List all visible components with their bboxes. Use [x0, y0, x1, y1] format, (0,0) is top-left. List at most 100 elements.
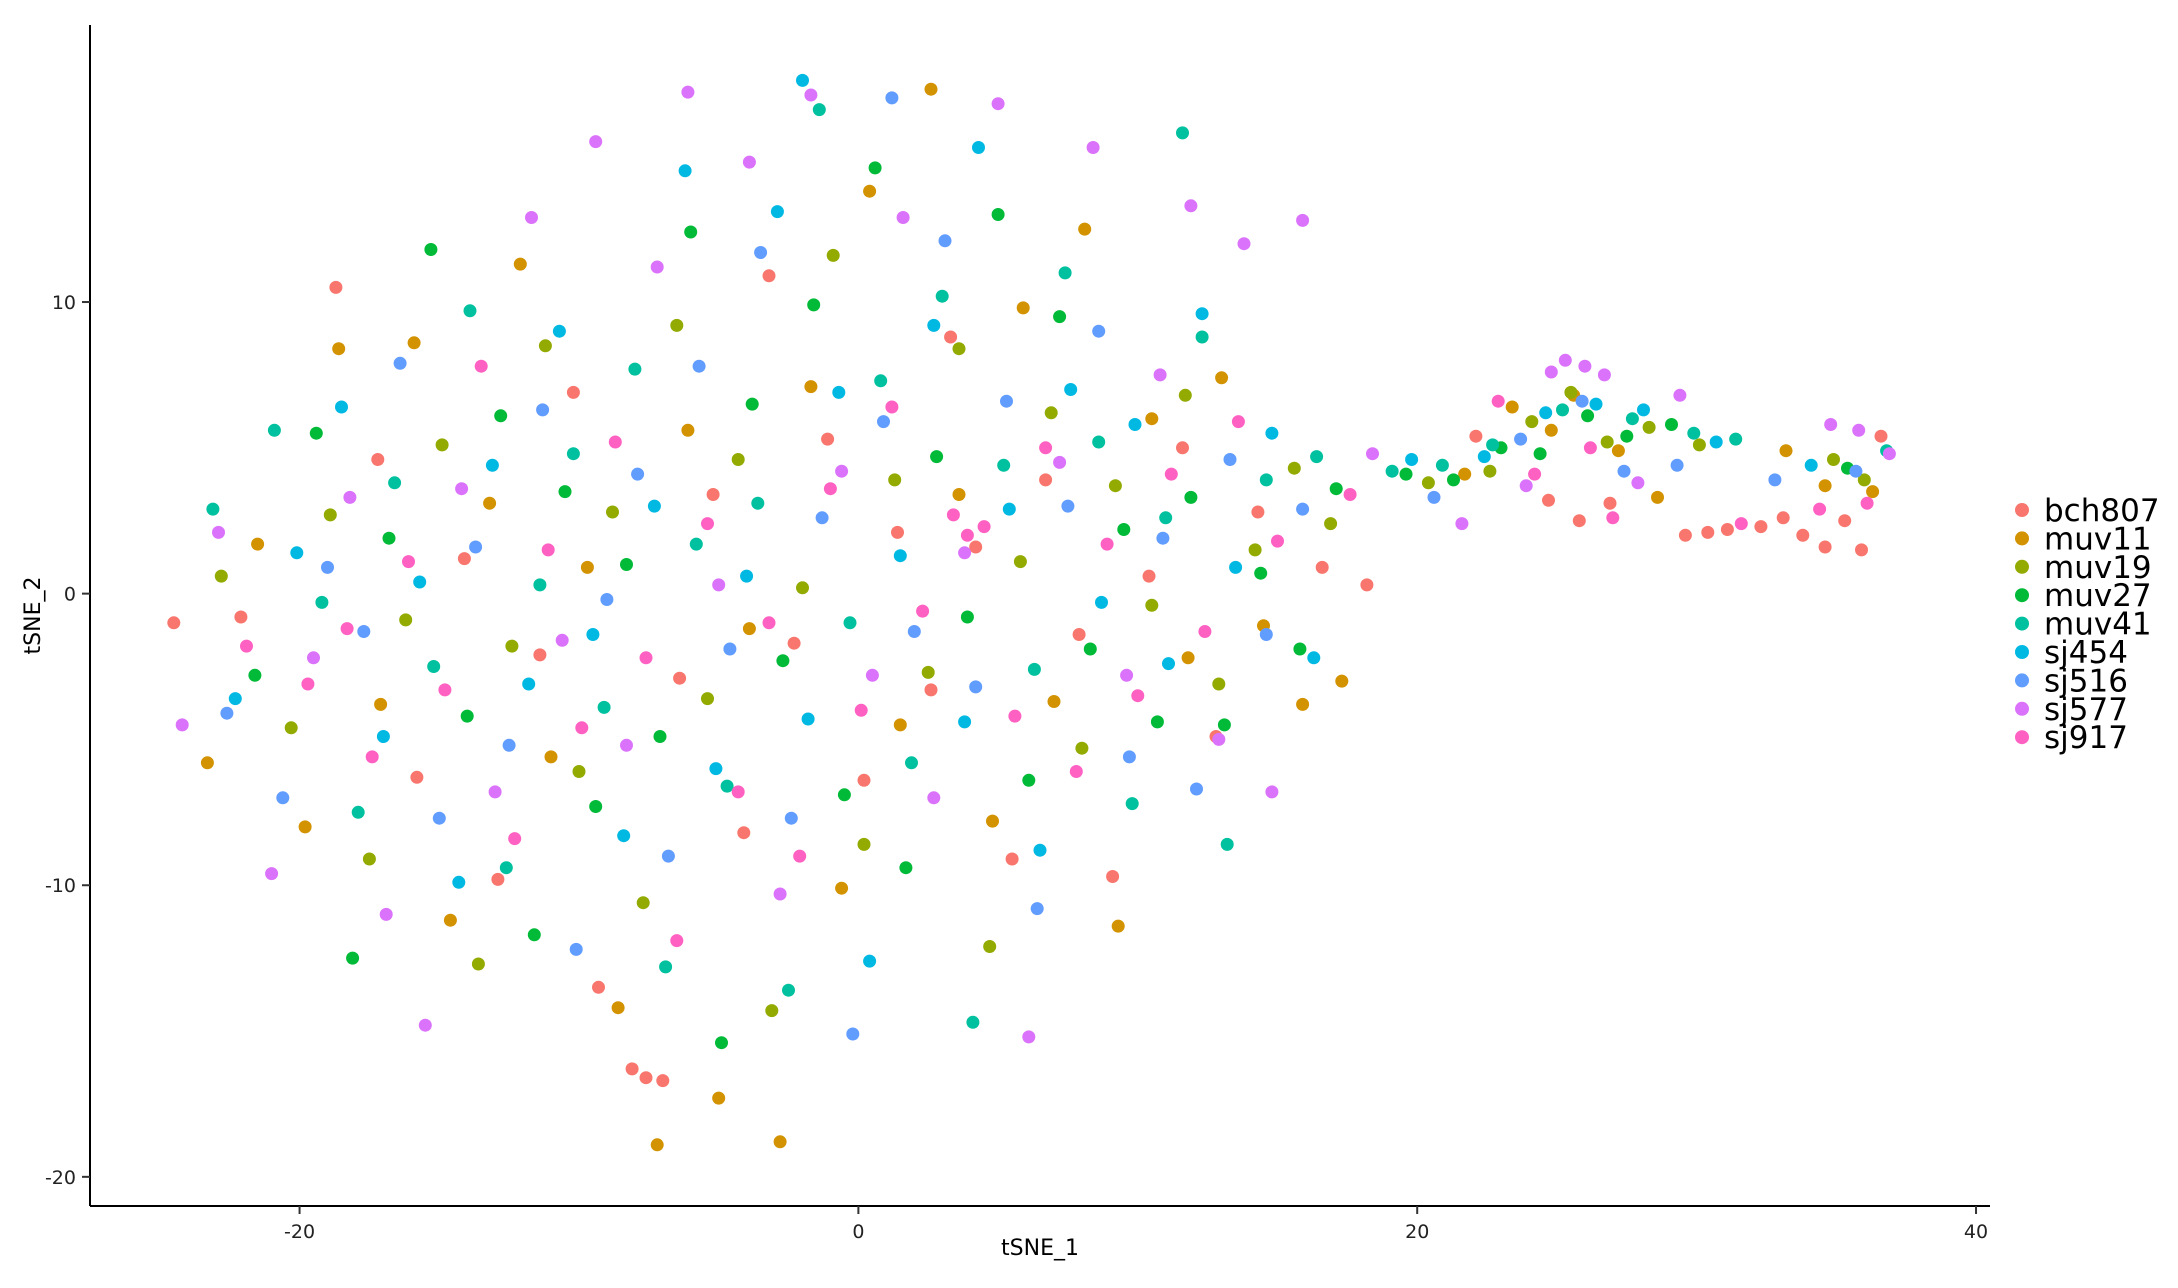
point-muv19 [888, 473, 902, 487]
point-muv27 [684, 225, 698, 239]
point-muv41 [751, 496, 765, 510]
point-muv11 [374, 697, 388, 711]
point-muv19 [572, 765, 586, 778]
point-muv27 [248, 668, 262, 682]
y-tick-label: 0 [64, 584, 76, 606]
point-sj917 [1231, 415, 1245, 429]
point-sj577 [1212, 732, 1226, 746]
point-sj454 [335, 400, 348, 414]
point-sj454 [740, 569, 754, 583]
point-sj577 [620, 738, 633, 752]
point-sj454 [586, 628, 600, 641]
point-sj516 [1575, 394, 1589, 408]
point-muv27 [309, 426, 323, 440]
point-muv19 [1212, 677, 1226, 691]
point-sj917 [301, 677, 315, 691]
point-muv11 [1866, 485, 1880, 499]
point-muv19 [765, 1004, 779, 1018]
point-bch807 [1855, 543, 1868, 557]
point-bch807 [1572, 514, 1586, 528]
point-muv27 [868, 161, 882, 175]
point-sj917 [793, 849, 807, 863]
point-muv41 [1385, 464, 1399, 478]
point-sj454 [1128, 418, 1142, 431]
point-muv41 [905, 756, 918, 770]
point-sj516 [536, 403, 550, 417]
point-muv19 [1287, 461, 1301, 475]
point-sj577 [773, 887, 787, 901]
point-muv27 [346, 951, 360, 965]
point-sj577 [589, 135, 603, 149]
point-muv27 [1117, 523, 1131, 536]
point-muv11 [1458, 467, 1472, 481]
point-bch807 [1720, 523, 1734, 536]
point-sj516 [1617, 464, 1631, 478]
point-sj516 [321, 560, 334, 574]
point-sj917 [1528, 467, 1542, 481]
point-muv41 [351, 805, 365, 819]
point-sj454 [796, 73, 809, 87]
point-sj577 [1558, 353, 1572, 367]
point-muv11 [1078, 222, 1092, 236]
point-sj516 [1427, 490, 1441, 504]
point-muv41 [659, 960, 673, 974]
point-muv19 [952, 342, 966, 356]
point-bch807 [234, 610, 248, 624]
point-bch807 [625, 1062, 639, 1076]
point-muv41 [499, 861, 513, 875]
point-muv11 [483, 496, 497, 510]
point-sj917 [541, 543, 555, 557]
point-muv41 [1310, 450, 1324, 464]
point-muv19 [921, 665, 935, 679]
point-muv41 [1058, 266, 1072, 280]
point-muv11 [298, 820, 312, 834]
point-sj577 [307, 651, 320, 665]
point-sj577 [418, 1018, 432, 1032]
legend-label: bch807 [2044, 493, 2160, 529]
point-sj577 [1455, 517, 1469, 531]
point-sj577 [1265, 785, 1279, 799]
point-sj516 [357, 625, 371, 638]
point-sj577 [927, 791, 941, 805]
point-sj577 [1086, 141, 1100, 154]
x-tick-label: 0 [852, 1221, 864, 1243]
point-sj454 [1229, 560, 1243, 574]
point-muv27 [1083, 642, 1097, 656]
point-sj454 [1002, 502, 1016, 516]
point-sj516 [1092, 324, 1106, 338]
point-bch807 [891, 525, 904, 539]
point-sj577 [1597, 368, 1611, 382]
point-sj917 [365, 750, 379, 764]
point-muv27 [899, 861, 913, 875]
point-muv19 [362, 852, 376, 866]
point-muv27 [1022, 773, 1036, 787]
point-muv11 [580, 560, 594, 574]
point-muv19 [1827, 453, 1840, 466]
point-muv19 [857, 837, 871, 851]
point-sj454 [1307, 651, 1321, 665]
legend-key-sj577 [2015, 701, 2029, 716]
point-sj516 [723, 642, 737, 656]
point-sj577 [1852, 423, 1866, 437]
point-muv27 [558, 485, 572, 499]
legend-label: muv27 [2044, 578, 2152, 614]
point-sj577 [1673, 388, 1687, 402]
point-muv11 [986, 814, 999, 828]
point-sj454 [522, 677, 536, 691]
legend-label: sj454 [2044, 635, 2128, 671]
legend-label: sj577 [2044, 692, 2128, 728]
point-sj454 [413, 575, 427, 589]
y-tick-label: -10 [45, 875, 76, 897]
point-bch807 [706, 488, 720, 501]
point-muv41 [843, 616, 857, 630]
point-sj577 [212, 525, 225, 539]
point-muv41 [388, 476, 402, 490]
point-muv41 [1027, 662, 1041, 676]
point-bch807 [1754, 520, 1768, 534]
legend-item-muv19: muv19 [2015, 550, 2152, 586]
point-bch807 [491, 872, 505, 886]
point-sj917 [1008, 709, 1022, 723]
point-sj454 [1539, 406, 1553, 420]
point-bch807 [1603, 496, 1617, 510]
